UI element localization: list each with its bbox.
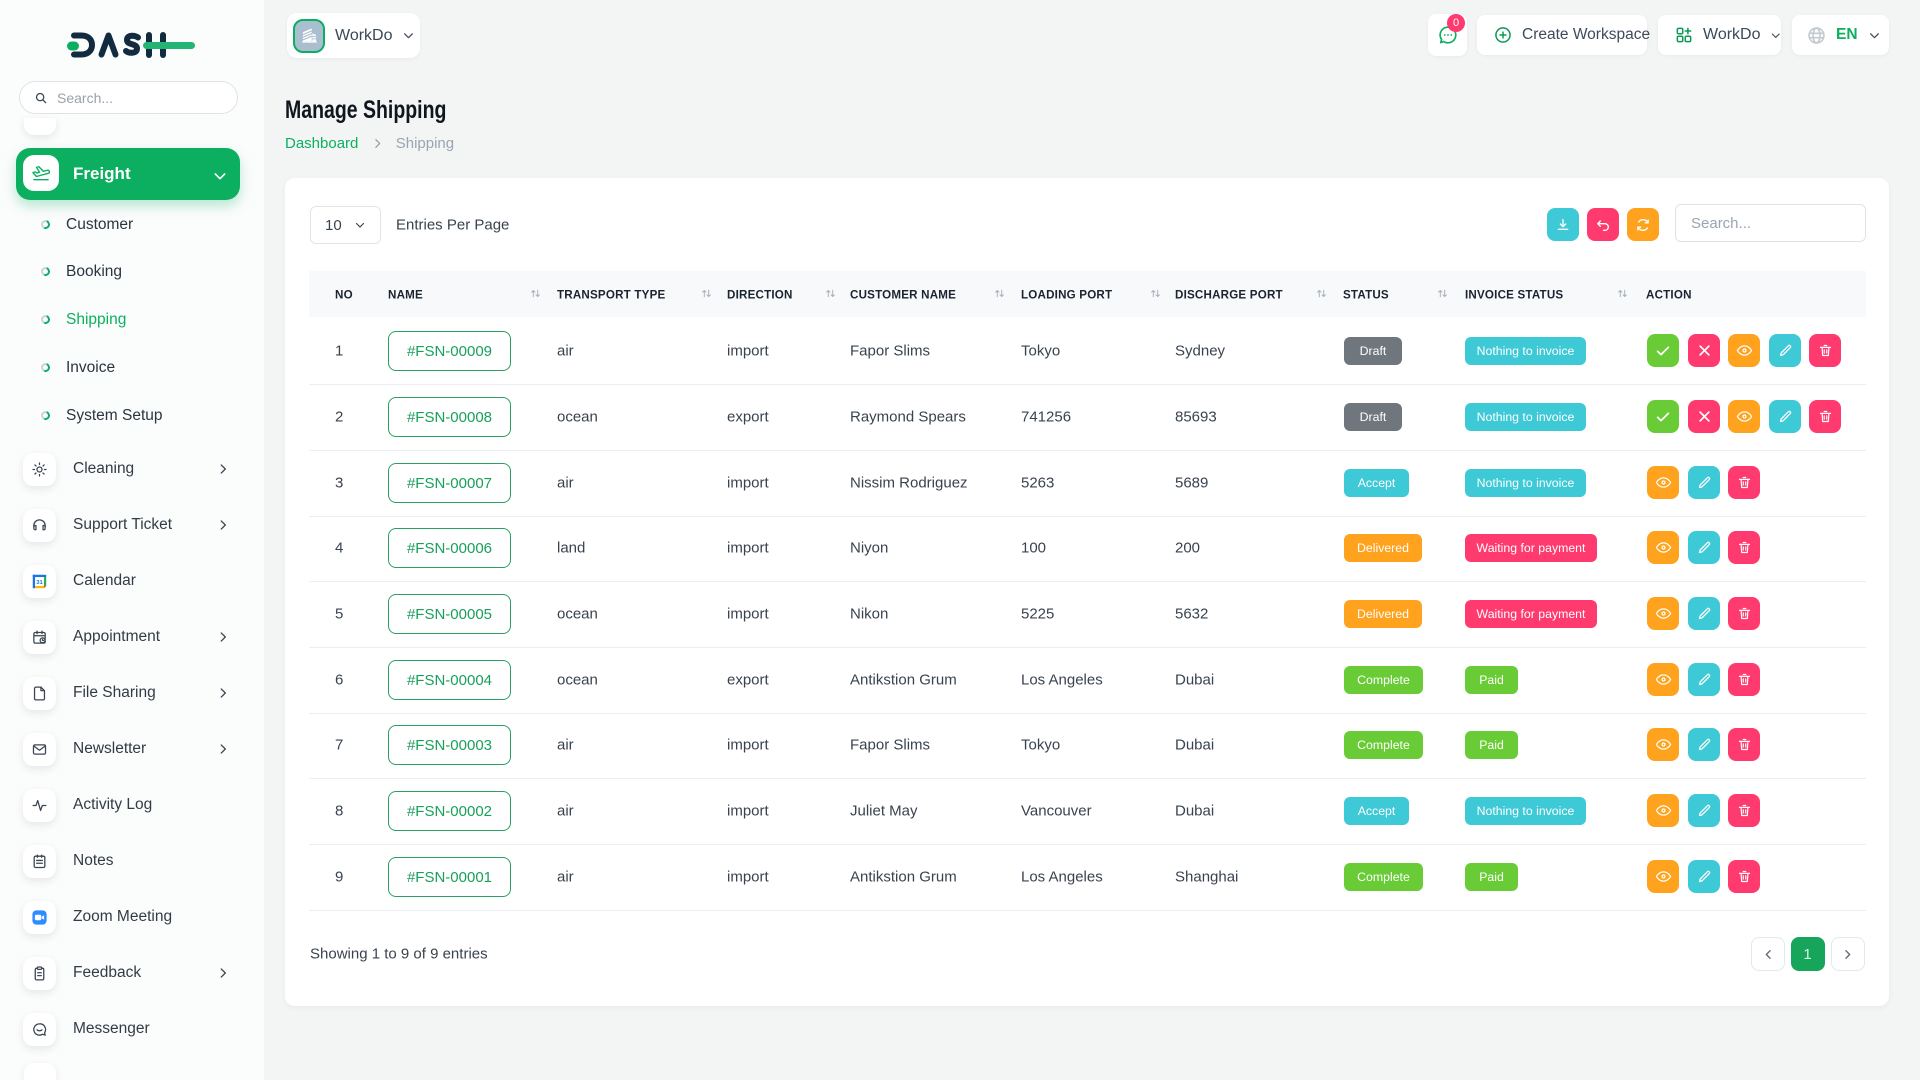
svg-text:31: 31: [36, 580, 43, 586]
